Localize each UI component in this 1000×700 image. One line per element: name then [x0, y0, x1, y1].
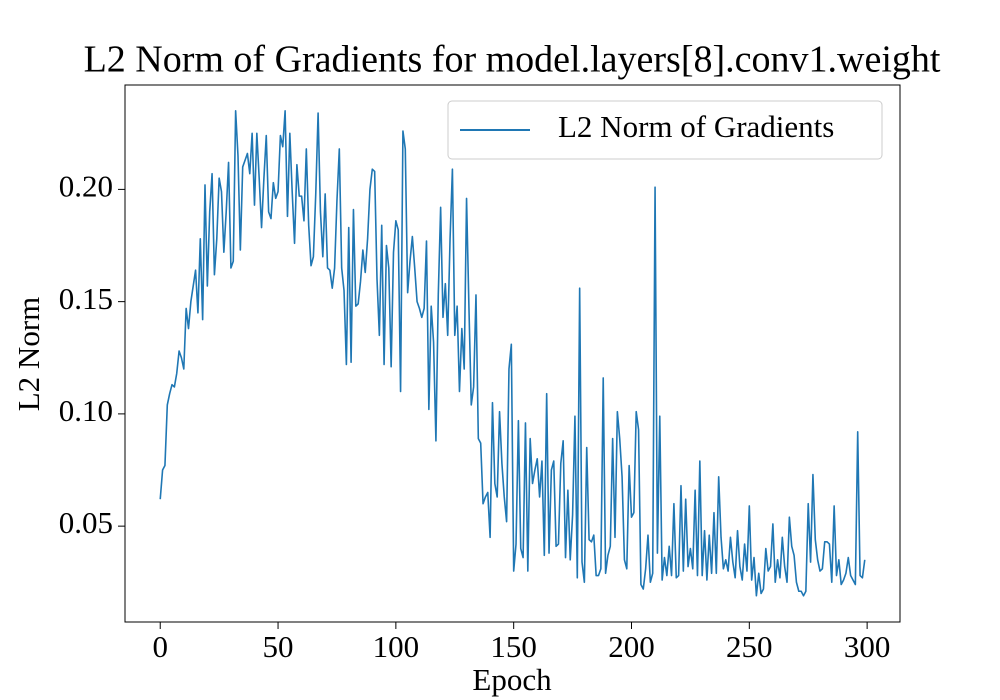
x-axis-label: Epoch: [472, 662, 552, 697]
x-tick-label: 50: [263, 629, 294, 664]
x-tick-label: 200: [608, 629, 655, 664]
x-tick-label: 150: [490, 629, 537, 664]
y-tick-label: 0.20: [59, 169, 113, 204]
legend-box: [447, 100, 883, 160]
x-tick-label: 100: [373, 629, 420, 664]
y-tick-label: 0.10: [59, 393, 113, 428]
x-tick-label: 300: [844, 629, 891, 664]
legend-label: L2 Norm of Gradients: [558, 109, 834, 144]
y-axis-label: L2 Norm: [11, 297, 46, 412]
x-tick-label: 0: [152, 629, 168, 664]
x-tick-label: 250: [726, 629, 773, 664]
data-line: [159, 110, 866, 597]
plot-frame: [124, 84, 901, 623]
y-tick-label: 0.15: [59, 281, 113, 316]
y-tick-label: 0.05: [59, 505, 113, 540]
chart-title: L2 Norm of Gradients for model.layers[8]…: [84, 39, 941, 81]
